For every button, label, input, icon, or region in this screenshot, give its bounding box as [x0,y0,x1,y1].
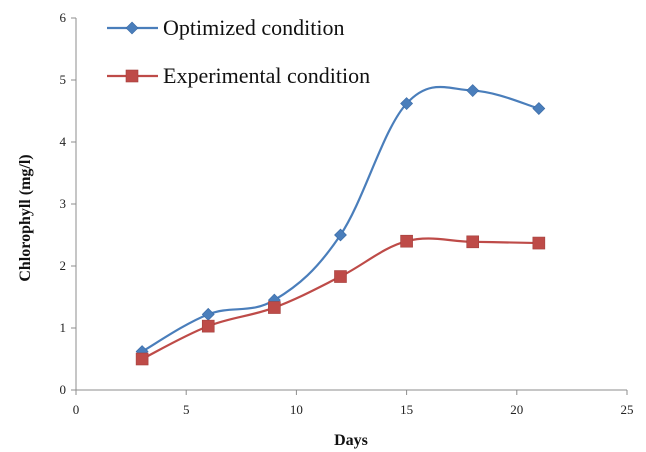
data-point-square [268,301,281,314]
series-optimized [135,84,546,358]
y-tick-label: 0 [60,382,67,397]
y-tick-label: 2 [60,258,67,273]
x-tick-label: 15 [400,402,413,417]
legend-marker-diamond [125,21,139,35]
data-point-square [334,270,347,283]
series-line [141,85,540,353]
data-point-square [400,234,413,248]
data-point-diamond [334,228,347,242]
x-axis-title: Days [334,432,368,449]
y-tick-label: 4 [60,134,67,149]
x-tick-label: 25 [621,402,634,417]
x-tick-label: 0 [73,402,80,417]
data-point-square [135,352,149,366]
legend-label: Optimized condition [163,15,344,40]
x-tick-label: 20 [510,402,523,417]
data-point-diamond [400,97,414,110]
y-tick-label: 3 [60,196,67,211]
series-line [141,237,539,360]
y-tick-label: 6 [60,10,67,25]
data-point-diamond [201,307,215,321]
legend-item: Experimental condition [107,63,370,88]
legend-label: Experimental condition [163,63,370,88]
data-point-square [466,235,480,249]
y-axis-title: Chlorophyll (mg/l) [17,154,34,281]
y-tick-label: 1 [60,320,67,335]
legend-marker-square [125,69,139,83]
y-axis-ticks: 0 1 2 3 4 5 6 [60,10,76,397]
x-axis-ticks: 0 5 10 15 20 25 [73,390,634,417]
data-point-diamond [466,84,480,97]
plot-series [135,84,546,366]
data-point-diamond [532,102,546,115]
x-tick-label: 5 [183,402,190,417]
data-point-square [201,319,215,333]
legend-item: Optimized condition [107,15,344,40]
legend: Optimized condition Experimental conditio… [107,15,370,88]
x-tick-label: 10 [290,402,303,417]
y-tick-label: 5 [60,72,67,87]
data-point-square [532,236,546,250]
series-experimental [135,234,546,366]
